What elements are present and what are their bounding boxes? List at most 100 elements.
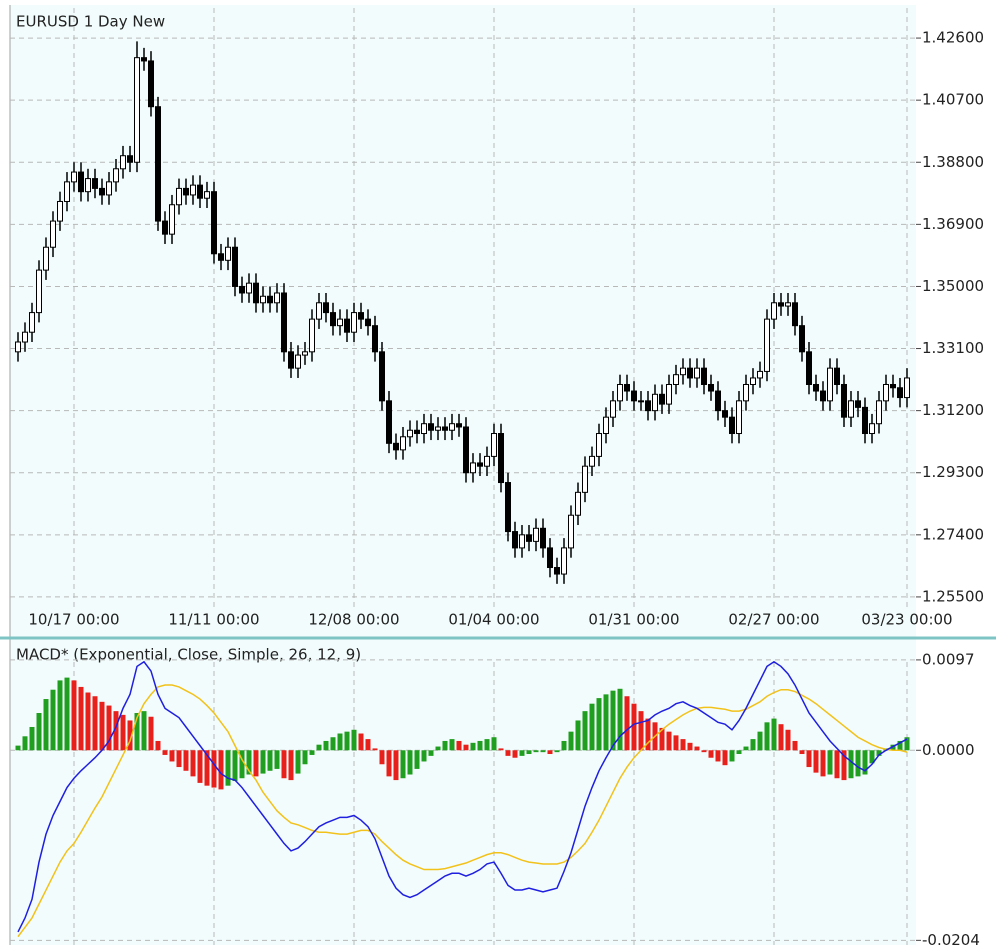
- candle-body: [477, 462, 483, 467]
- candle-body: [666, 383, 672, 405]
- candle-body: [288, 351, 294, 369]
- candle-body: [645, 400, 651, 412]
- histogram-bar: [365, 739, 371, 751]
- candle-body: [848, 400, 854, 418]
- histogram-bar: [456, 740, 462, 751]
- candle-body: [561, 547, 567, 575]
- candle-body: [15, 341, 21, 353]
- histogram-bar: [337, 733, 343, 751]
- histogram-bar: [141, 711, 147, 751]
- histogram-bar: [239, 750, 245, 779]
- candle-body: [834, 367, 840, 385]
- histogram-bar: [428, 750, 434, 756]
- candle-body: [757, 370, 763, 379]
- candle-body: [715, 390, 721, 412]
- candle-body: [638, 400, 644, 403]
- candle-body: [778, 302, 784, 307]
- candle-body: [393, 442, 399, 451]
- candle-body: [218, 253, 224, 261]
- candle-body: [64, 181, 70, 202]
- y-tick-label: -0.0204: [922, 931, 980, 949]
- candle-body: [337, 318, 343, 327]
- candle-body: [603, 416, 609, 435]
- candle-body: [904, 377, 910, 399]
- histogram-bar: [351, 729, 357, 751]
- candle-body: [526, 534, 532, 542]
- candle-body: [92, 178, 98, 189]
- histogram-bar: [484, 739, 490, 751]
- histogram-bar: [92, 696, 98, 751]
- histogram-bar: [785, 729, 791, 751]
- candle-body: [799, 325, 805, 353]
- candle-body: [764, 318, 770, 372]
- histogram-bar: [414, 750, 420, 769]
- histogram-bar: [288, 750, 294, 781]
- candle-body: [113, 168, 119, 183]
- price-title: EURUSD 1 Day New: [16, 13, 165, 31]
- candle-body: [414, 429, 420, 435]
- histogram-bar: [904, 737, 910, 751]
- candle-body: [533, 527, 539, 542]
- candle-body: [309, 318, 315, 353]
- histogram-bar: [232, 750, 238, 782]
- y-tick-label: 1.35000: [922, 277, 984, 295]
- x-tick-label: 01/31 00:00: [588, 611, 679, 629]
- histogram-bar: [372, 748, 378, 751]
- candle-body: [582, 465, 588, 493]
- histogram-bar: [589, 703, 595, 751]
- histogram-bar: [435, 746, 441, 751]
- histogram-bar: [477, 740, 483, 751]
- histogram-bar: [897, 740, 903, 751]
- histogram-bar: [631, 703, 637, 751]
- candle-body: [652, 393, 658, 412]
- histogram-bar: [715, 750, 721, 762]
- histogram-bar: [183, 750, 189, 771]
- x-tick-label: 01/04 00:00: [448, 611, 539, 629]
- candle-body: [43, 246, 49, 271]
- candle-body: [78, 171, 84, 193]
- candle-body: [204, 191, 210, 199]
- x-tick-label: 02/27 00:00: [728, 611, 819, 629]
- candle-body: [631, 390, 637, 402]
- histogram-bar: [358, 733, 364, 751]
- histogram-bar: [666, 731, 672, 751]
- candle-body: [29, 312, 35, 333]
- candle-body: [99, 187, 105, 196]
- candle-body: [281, 292, 287, 353]
- histogram-bar: [498, 748, 504, 751]
- candle-body: [722, 410, 728, 418]
- histogram-bar: [582, 711, 588, 751]
- histogram-bar: [85, 692, 91, 751]
- histogram-bar: [400, 750, 406, 779]
- plot-background: [10, 5, 916, 945]
- histogram-bar: [764, 722, 770, 751]
- histogram-bar: [379, 750, 385, 765]
- histogram-bar: [470, 742, 476, 751]
- candle-body: [491, 433, 497, 457]
- histogram-bar: [281, 750, 287, 779]
- histogram-bar: [71, 680, 77, 751]
- histogram-bar: [680, 739, 686, 751]
- histogram-bar: [722, 750, 728, 766]
- y-tick-label: 0.0000: [922, 741, 975, 759]
- candle-body: [505, 482, 511, 533]
- histogram-bar: [386, 750, 392, 777]
- histogram-bar: [827, 750, 833, 775]
- histogram-bar: [463, 744, 469, 751]
- histogram-bar: [505, 750, 511, 756]
- candle-body: [253, 282, 259, 304]
- x-tick-label: 12/08 00:00: [308, 611, 399, 629]
- candle-body: [771, 302, 777, 320]
- candle-body: [379, 351, 385, 402]
- y-tick-label: 1.36900: [922, 215, 984, 233]
- y-tick-label: 1.29300: [922, 463, 984, 481]
- candle-body: [883, 383, 889, 402]
- candle-body: [134, 57, 140, 163]
- signal-line: [17, 684, 908, 938]
- histogram-bar: [127, 720, 133, 751]
- y-tick-label: 1.38800: [922, 153, 984, 171]
- histogram-bar: [848, 750, 854, 779]
- candle-body: [729, 416, 735, 435]
- candle-body: [176, 187, 182, 206]
- candle-body: [862, 406, 868, 435]
